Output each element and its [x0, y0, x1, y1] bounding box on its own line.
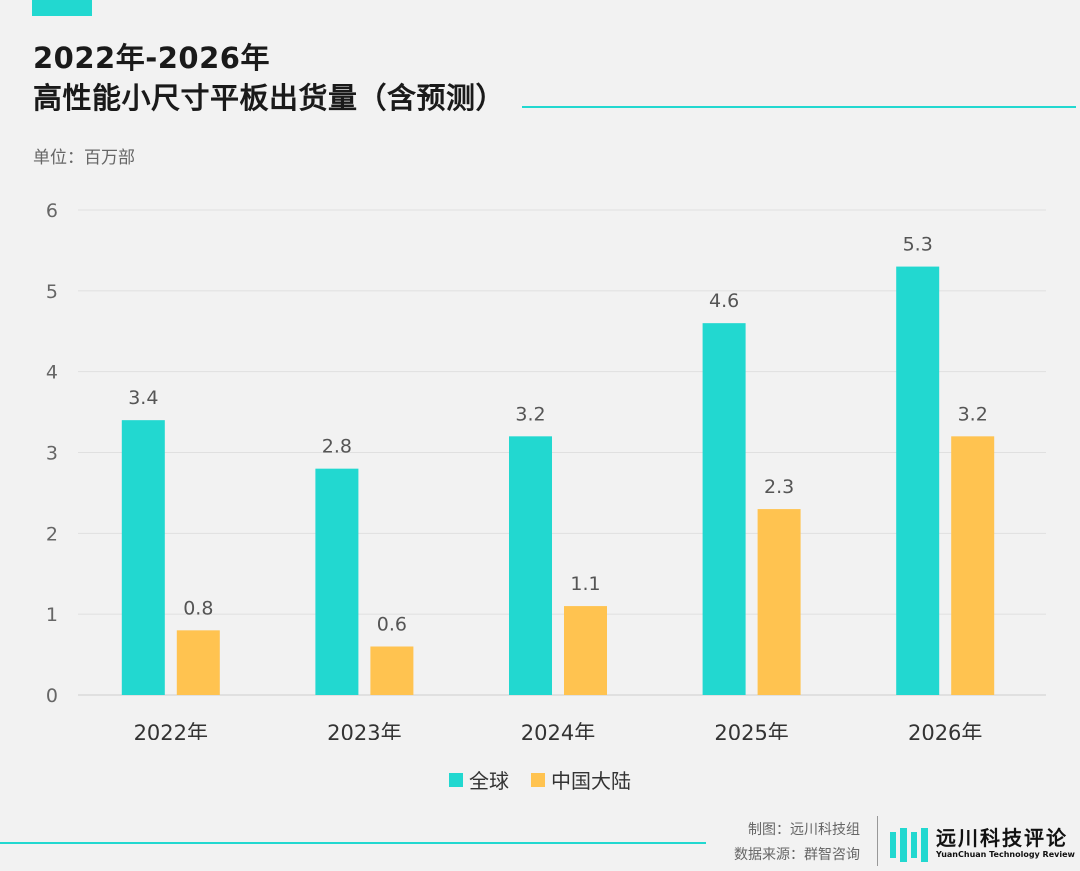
x-tick-label: 2026年 [908, 721, 982, 740]
bar [315, 468, 359, 695]
bar-chart: 0 1 2 3 4 5 6 3.4 0.8 2022年 2.8 0.6 2023年 3.2 1.1 2024年… [46, 200, 1046, 740]
bar [121, 420, 165, 695]
bar [951, 436, 995, 695]
bar [757, 509, 801, 695]
x-tick-label: 2022年 [134, 721, 208, 740]
y-tick-label: 2 [46, 523, 58, 545]
data-label: 1.1 [570, 573, 600, 595]
x-tick-label: 2024年 [521, 721, 595, 740]
unit-label: 单位：百万部 [33, 148, 135, 168]
data-label: 3.2 [958, 403, 988, 425]
bar [896, 266, 940, 695]
accent-block [32, 0, 92, 16]
x-tick-label: 2023年 [327, 721, 401, 740]
bar [702, 323, 746, 695]
legend-label: 中国大陆 [551, 769, 631, 793]
brand-name-cn: 远川科技评论 [936, 826, 1068, 850]
bottom-rule [0, 842, 706, 844]
y-tick-label: 0 [46, 685, 58, 707]
legend-item: 中国大陆 [531, 765, 631, 794]
title-line-1: 2022年-2026年 [33, 41, 270, 75]
credits: 制图：远川科技组 数据来源：群智咨询 [734, 818, 860, 868]
legend-swatch [449, 772, 463, 787]
brand-logo: 远川科技评论 YuanChuan Technology Review [890, 822, 1075, 864]
title-line-2: 高性能小尺寸平板出货量（含预测） [33, 81, 506, 115]
y-tick-label: 1 [46, 604, 58, 626]
legend-swatch [531, 772, 545, 787]
title-rule [522, 106, 1076, 108]
brand-name-en: YuanChuan Technology Review [936, 850, 1075, 859]
legend: 全球 中国大陆 [0, 765, 1080, 794]
credit-source: 数据来源：群智咨询 [734, 847, 860, 863]
data-label: 0.8 [183, 597, 213, 619]
data-label: 2.3 [764, 476, 794, 498]
data-label: 3.4 [128, 387, 158, 409]
brand-logo-mark [890, 828, 928, 862]
data-label: 4.6 [709, 290, 739, 312]
bar [509, 436, 552, 695]
bar [370, 646, 414, 695]
data-label: 3.2 [515, 403, 545, 425]
y-tick-label: 4 [46, 362, 58, 384]
bar [176, 630, 220, 695]
data-label: 5.3 [903, 234, 933, 256]
footer-divider [877, 816, 878, 866]
legend-label: 全球 [469, 769, 509, 793]
data-label: 2.8 [322, 436, 352, 458]
y-tick-label: 6 [46, 200, 58, 222]
chart-title: 2022年-2026年 高性能小尺寸平板出货量（含预测） [33, 38, 505, 118]
data-label: 0.6 [377, 614, 407, 636]
credit-maker: 制图：远川科技组 [748, 822, 860, 838]
legend-item: 全球 [449, 765, 509, 794]
bar [564, 606, 607, 695]
x-tick-label: 2025年 [714, 721, 788, 740]
y-tick-label: 3 [46, 443, 58, 465]
y-tick-label: 5 [46, 281, 58, 303]
